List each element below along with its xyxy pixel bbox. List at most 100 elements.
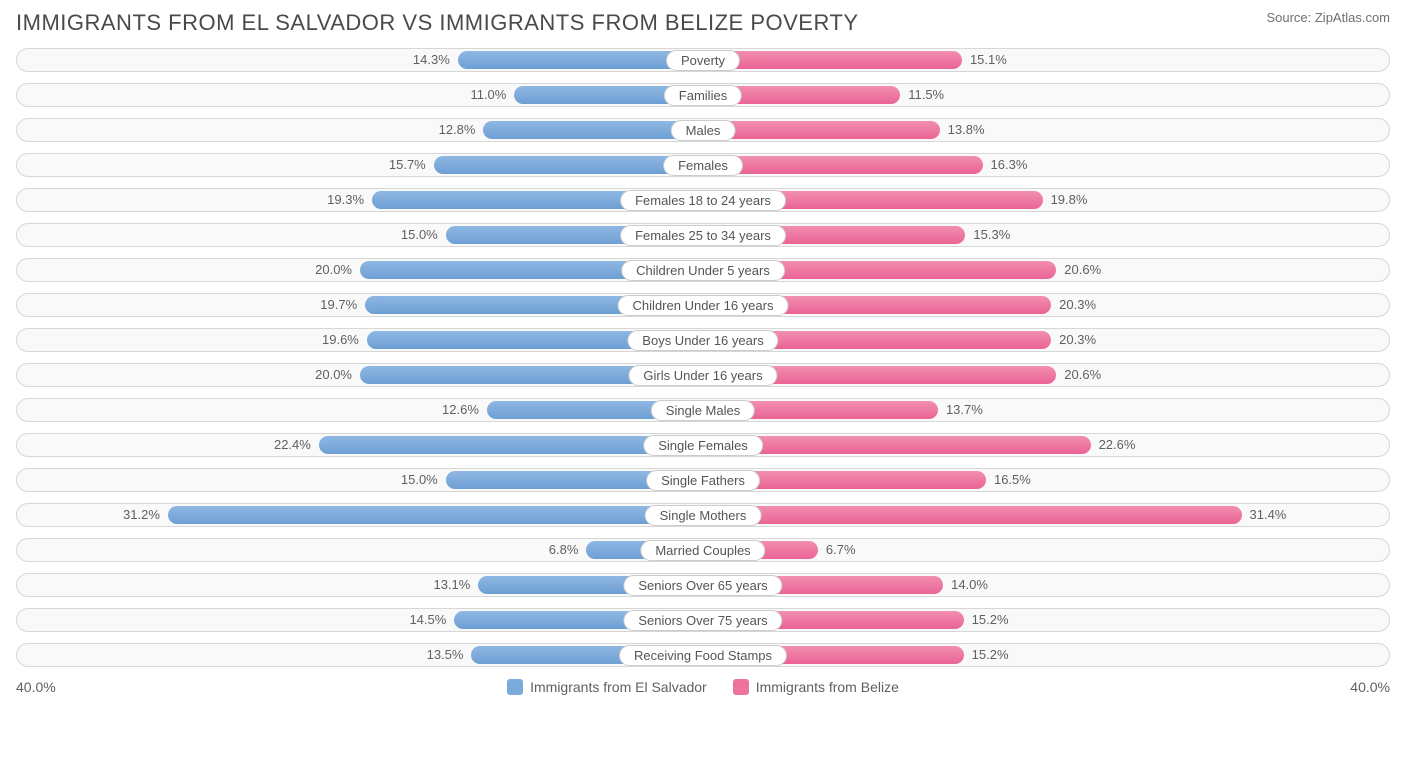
chart-source: Source: ZipAtlas.com bbox=[1266, 10, 1390, 25]
chart-row: Females 15.7% 16.3% bbox=[16, 153, 1390, 183]
row-label: Receiving Food Stamps bbox=[619, 645, 787, 666]
value-right: 15.2% bbox=[972, 612, 1009, 627]
chart-row: Seniors Over 75 years 14.5% 15.2% bbox=[16, 608, 1390, 638]
chart-area: Poverty 14.3% 15.1% Families 11.0% 11.5% Males… bbox=[16, 48, 1390, 673]
value-right: 16.3% bbox=[991, 157, 1028, 172]
row-label: Seniors Over 75 years bbox=[623, 610, 782, 631]
value-left: 6.8% bbox=[549, 542, 579, 557]
axis-right-max: 40.0% bbox=[1350, 679, 1390, 695]
row-label: Girls Under 16 years bbox=[628, 365, 777, 386]
chart-row: Single Mothers31.2%31.4% bbox=[16, 503, 1390, 533]
chart-track: Seniors Over 75 years 14.5% 15.2% bbox=[16, 608, 1390, 632]
row-label: Families bbox=[664, 85, 742, 106]
value-right: 16.5% bbox=[994, 472, 1031, 487]
chart-footer: 40.0% Immigrants from El Salvador Immigr… bbox=[16, 679, 1390, 695]
chart-row: Single Females 22.4% 22.6% bbox=[16, 433, 1390, 463]
value-right: 11.5% bbox=[908, 87, 944, 102]
legend-swatch-left bbox=[507, 679, 523, 695]
chart-track: Single Females 22.4% 22.6% bbox=[16, 433, 1390, 457]
chart-track: Females 25 to 34 years15.0%15.3% bbox=[16, 223, 1390, 247]
row-label: Single Females bbox=[643, 435, 763, 456]
chart-title: IMMIGRANTS FROM EL SALVADOR VS IMMIGRANT… bbox=[16, 10, 859, 36]
chart-track: Children Under 5 years 20.0% 20.6% bbox=[16, 258, 1390, 282]
value-left: 19.3% bbox=[327, 192, 364, 207]
chart-track: Children Under 16 years 19.7% 20.3% bbox=[16, 293, 1390, 317]
chart-row: Children Under 16 years 19.7% 20.3% bbox=[16, 293, 1390, 323]
chart-row: Females 18 to 24 years 19.3% 19.8% bbox=[16, 188, 1390, 218]
value-right: 6.7% bbox=[826, 542, 856, 557]
chart-row: Seniors Over 65 years 13.1% 14.0% bbox=[16, 573, 1390, 603]
value-right: 19.8% bbox=[1051, 192, 1088, 207]
chart-track: Females 18 to 24 years 19.3% 19.8% bbox=[16, 188, 1390, 212]
row-label: Females 18 to 24 years bbox=[620, 190, 786, 211]
value-right: 20.6% bbox=[1064, 367, 1101, 382]
chart-row: Girls Under 16 years 20.0% 20.6% bbox=[16, 363, 1390, 393]
value-left: 20.0% bbox=[315, 367, 352, 382]
value-right: 20.3% bbox=[1059, 332, 1096, 347]
chart-track: Receiving Food Stamps13.5%15.2% bbox=[16, 643, 1390, 667]
value-right: 20.6% bbox=[1064, 262, 1101, 277]
chart-row: Poverty 14.3% 15.1% bbox=[16, 48, 1390, 78]
legend-item-right: Immigrants from Belize bbox=[733, 679, 899, 695]
value-left: 19.7% bbox=[320, 297, 357, 312]
value-left: 15.0% bbox=[401, 472, 438, 487]
value-left: 11.0% bbox=[470, 87, 506, 102]
chart-track: Families 11.0% 11.5% bbox=[16, 83, 1390, 107]
value-left: 14.3% bbox=[413, 52, 450, 67]
value-right: 13.8% bbox=[948, 122, 985, 137]
chart-track: Poverty 14.3% 15.1% bbox=[16, 48, 1390, 72]
legend-label-right: Immigrants from Belize bbox=[756, 679, 899, 695]
chart-row: Families 11.0% 11.5% bbox=[16, 83, 1390, 113]
row-label: Females bbox=[663, 155, 743, 176]
row-label: Children Under 5 years bbox=[621, 260, 785, 281]
chart-row: Males12.8%13.8% bbox=[16, 118, 1390, 148]
chart-row: Married Couples 6.8% 6.7% bbox=[16, 538, 1390, 568]
bar-right bbox=[703, 506, 1242, 524]
chart-track: Seniors Over 65 years 13.1% 14.0% bbox=[16, 573, 1390, 597]
row-label: Females 25 to 34 years bbox=[620, 225, 786, 246]
chart-track: Females 15.7% 16.3% bbox=[16, 153, 1390, 177]
row-label: Seniors Over 65 years bbox=[623, 575, 782, 596]
row-label: Boys Under 16 years bbox=[627, 330, 778, 351]
bar-right bbox=[703, 51, 962, 69]
chart-track: Single Fathers 15.0% 16.5% bbox=[16, 468, 1390, 492]
bar-right bbox=[703, 121, 940, 139]
bar-left bbox=[168, 506, 703, 524]
value-left: 13.1% bbox=[433, 577, 470, 592]
value-left: 13.5% bbox=[427, 647, 464, 662]
value-right: 20.3% bbox=[1059, 297, 1096, 312]
chart-track: Single Males12.6%13.7% bbox=[16, 398, 1390, 422]
value-left: 15.7% bbox=[389, 157, 426, 172]
value-right: 15.1% bbox=[970, 52, 1007, 67]
value-left: 14.5% bbox=[409, 612, 446, 627]
value-right: 13.7% bbox=[946, 402, 983, 417]
row-label: Single Males bbox=[651, 400, 755, 421]
value-right: 22.6% bbox=[1099, 437, 1136, 452]
chart-track: Males12.8%13.8% bbox=[16, 118, 1390, 142]
legend-item-left: Immigrants from El Salvador bbox=[507, 679, 707, 695]
row-label: Males bbox=[671, 120, 736, 141]
row-label: Poverty bbox=[666, 50, 740, 71]
value-left: 19.6% bbox=[322, 332, 359, 347]
row-label: Married Couples bbox=[640, 540, 765, 561]
chart-row: Boys Under 16 years 19.6% 20.3% bbox=[16, 328, 1390, 358]
chart-row: Females 25 to 34 years15.0%15.3% bbox=[16, 223, 1390, 253]
legend: Immigrants from El Salvador Immigrants f… bbox=[507, 679, 899, 695]
row-label: Children Under 16 years bbox=[618, 295, 789, 316]
row-label: Single Mothers bbox=[645, 505, 762, 526]
value-left: 20.0% bbox=[315, 262, 352, 277]
chart-row: Receiving Food Stamps13.5%15.2% bbox=[16, 643, 1390, 673]
value-left: 22.4% bbox=[274, 437, 311, 452]
bar-right bbox=[703, 156, 983, 174]
chart-track: Married Couples 6.8% 6.7% bbox=[16, 538, 1390, 562]
chart-row: Single Males12.6%13.7% bbox=[16, 398, 1390, 428]
chart-header: IMMIGRANTS FROM EL SALVADOR VS IMMIGRANT… bbox=[16, 10, 1390, 36]
value-right: 14.0% bbox=[951, 577, 988, 592]
legend-swatch-right bbox=[733, 679, 749, 695]
chart-row: Children Under 5 years 20.0% 20.6% bbox=[16, 258, 1390, 288]
value-left: 31.2% bbox=[123, 507, 160, 522]
chart-track: Girls Under 16 years 20.0% 20.6% bbox=[16, 363, 1390, 387]
row-label: Single Fathers bbox=[646, 470, 760, 491]
chart-row: Single Fathers 15.0% 16.5% bbox=[16, 468, 1390, 498]
legend-label-left: Immigrants from El Salvador bbox=[530, 679, 707, 695]
